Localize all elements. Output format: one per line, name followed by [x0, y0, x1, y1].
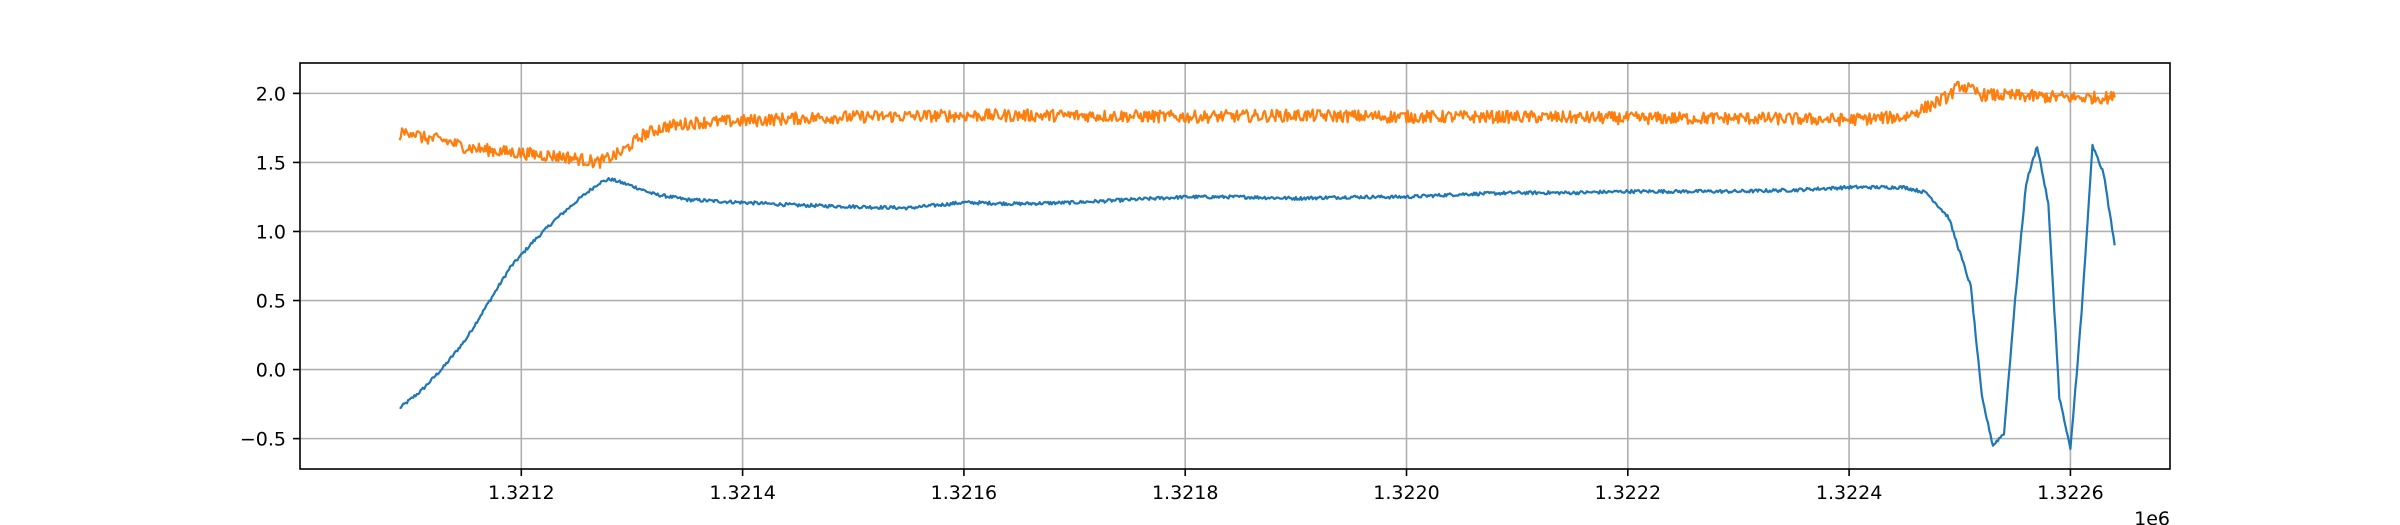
y-tick-label: 1.5 [256, 152, 286, 174]
x-tick-label: 1.3224 [1816, 482, 1882, 504]
series-layer [398, 80, 2116, 451]
series-line-2 [398, 80, 2116, 169]
y-tick-label: 0.5 [256, 291, 286, 313]
y-axis-ticks: −0.5 0.0 0.5 1.0 1.5 2.0 [240, 83, 300, 451]
x-tick-label: 1.3212 [488, 482, 554, 504]
x-tick-label: 1.3222 [1595, 482, 1661, 504]
plot-area-frame [299, 62, 2171, 470]
y-tick-label: 1.0 [256, 221, 286, 243]
x-tick-label: 1.3220 [1373, 482, 1439, 504]
x-tick-label: 1.3218 [1152, 482, 1218, 504]
y-tick-label: 2.0 [256, 83, 286, 105]
x-tick-label: 1.3214 [709, 482, 775, 504]
series-line-1 [399, 143, 2116, 451]
x-axis-ticks: 1.3212 1.3214 1.3216 1.3218 1.3220 1.3222 1.32… [488, 469, 2104, 504]
y-tick-label: −0.5 [240, 429, 286, 451]
x-tick-label: 1.3216 [931, 482, 997, 504]
x-axis-offset-label: 1e6 [2134, 508, 2170, 525]
x-tick-label: 1.3226 [2037, 482, 2103, 504]
grid-lines [300, 63, 2170, 469]
y-tick-label: 0.0 [256, 360, 286, 382]
